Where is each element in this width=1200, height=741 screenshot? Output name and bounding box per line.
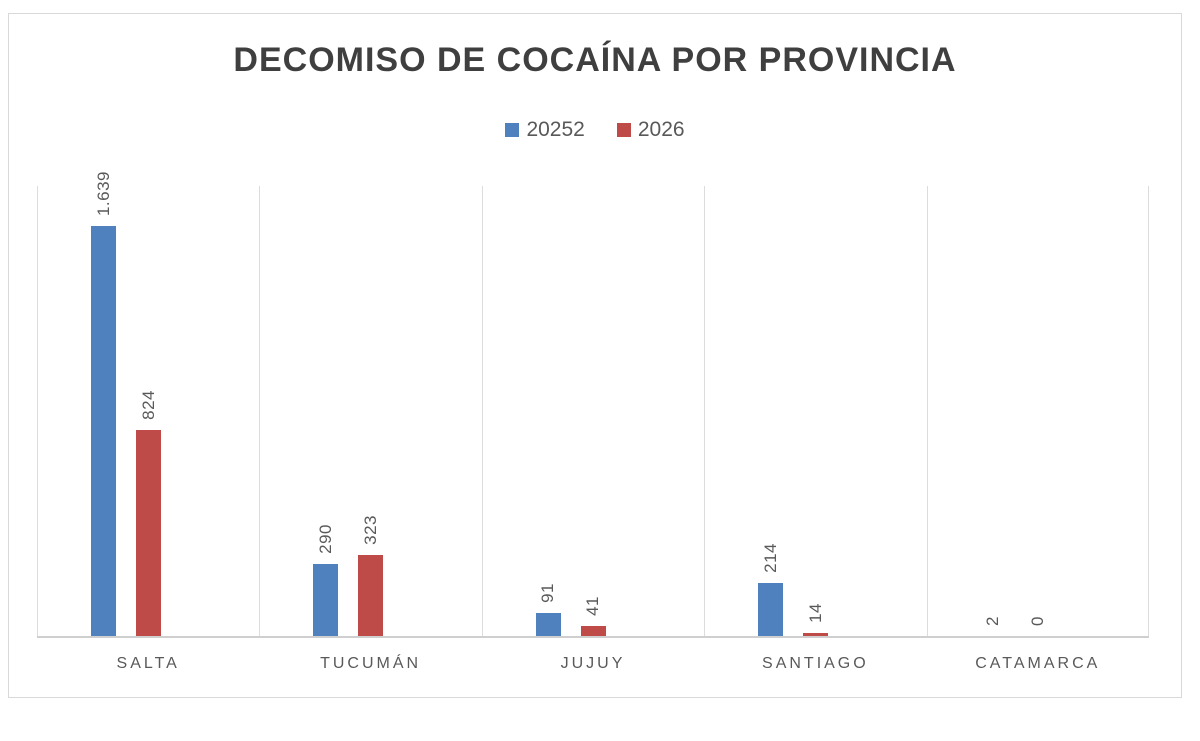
category-label-catamarca: CATAMARCA bbox=[975, 655, 1101, 672]
value-label-20252-santiago: 214 bbox=[760, 542, 780, 573]
bar-2026-jujuy bbox=[580, 625, 606, 636]
bar-2026-santiago bbox=[803, 632, 829, 636]
value-label-2026-salta: 824 bbox=[138, 390, 158, 420]
value-label-20252-salta: 1.639 bbox=[93, 171, 113, 217]
value-label-2026-santiago: 14 bbox=[805, 602, 825, 623]
category-label-tucumán: TUCUMÁN bbox=[320, 655, 422, 672]
bar-20252-salta bbox=[91, 226, 116, 636]
category-axis: SALTA TUCUMÁN JUJUY SANTIAGO CATAMARCA bbox=[37, 655, 1149, 673]
chart-frame: DECOMISO DE COCAÍNA POR PROVINCIA 20252 … bbox=[8, 13, 1182, 698]
value-label-20252-catamarca: 2 bbox=[983, 615, 1003, 626]
vertical-gridline bbox=[481, 186, 483, 636]
legend-label-2026: 2026 bbox=[637, 118, 685, 141]
category-slot-santiago: 214 14 bbox=[704, 186, 926, 636]
bar-20252-jujuy bbox=[535, 613, 561, 636]
vertical-gridline bbox=[259, 186, 261, 636]
legend-item-20252: 20252 bbox=[505, 118, 585, 142]
legend-swatch-blue-icon bbox=[505, 123, 520, 137]
bar-20252-tucumán bbox=[313, 563, 339, 636]
legend-item-2026: 2026 bbox=[616, 118, 685, 142]
bar-2026-salta bbox=[136, 430, 161, 636]
vertical-gridline bbox=[1148, 186, 1149, 636]
value-label-2026-tucumán: 323 bbox=[360, 515, 380, 546]
category-label-salta: SALTA bbox=[116, 655, 180, 672]
category-slot-salta: 1.639 824 bbox=[37, 171, 259, 636]
bar-20252-santiago bbox=[758, 582, 784, 636]
bar-2026-tucumán bbox=[358, 555, 384, 636]
category-slot-jujuy: 91 41 bbox=[482, 186, 704, 636]
vertical-gridline bbox=[37, 186, 38, 636]
chart-title: DECOMISO DE COCAÍNA POR PROVINCIA bbox=[233, 41, 957, 79]
vertical-gridline bbox=[926, 186, 928, 636]
category-slot-tucumán: 290 323 bbox=[259, 186, 481, 636]
value-label-2026-catamarca: 0 bbox=[1028, 616, 1048, 626]
legend-label-20252: 20252 bbox=[526, 118, 585, 141]
vertical-gridline bbox=[704, 186, 706, 636]
value-label-20252-jujuy: 91 bbox=[538, 583, 558, 604]
value-label-2026-jujuy: 41 bbox=[583, 595, 603, 616]
legend: 20252 2026 bbox=[9, 118, 1181, 142]
category-label-jujuy: JUJUY bbox=[560, 655, 626, 672]
value-label-20252-tucumán: 290 bbox=[315, 523, 335, 554]
category-label-santiago: SANTIAGO bbox=[762, 655, 869, 672]
plot-area: 1.639 824 290 323 91 41 214 14 2 0 bbox=[37, 171, 1149, 638]
legend-swatch-red-icon bbox=[616, 123, 631, 137]
